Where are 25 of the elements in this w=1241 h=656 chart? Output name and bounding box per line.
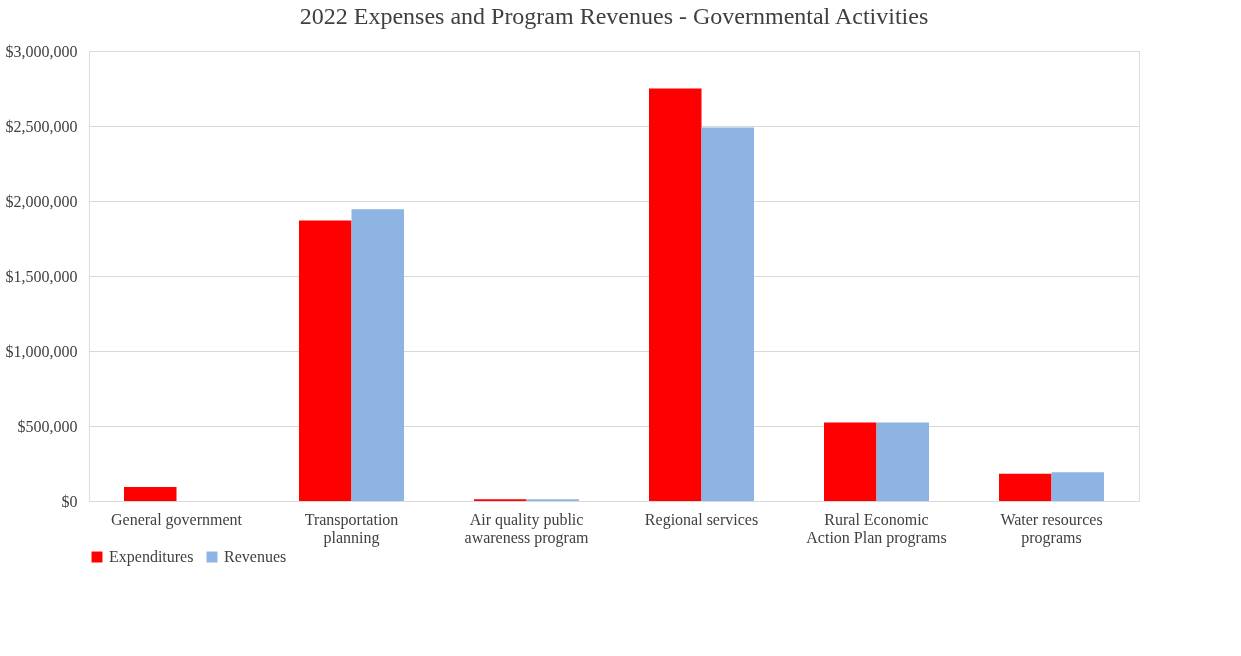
bar	[999, 473, 1052, 501]
x-tick-label: Water resources programs	[1000, 510, 1103, 547]
y-tick-label: $2,000,000	[5, 192, 78, 210]
bar	[701, 127, 754, 501]
x-tick-label: Regional services	[644, 510, 759, 529]
bar	[1051, 472, 1104, 501]
bar	[351, 209, 404, 501]
x-tick-label: Rural Economic Action Plan programs	[806, 510, 947, 547]
x-tick-label: General government	[110, 510, 243, 529]
y-tick-label: $1,500,000	[5, 267, 78, 285]
x-tick-label: Air quality public awareness program	[464, 510, 590, 547]
bar	[299, 220, 352, 501]
legend-label: Revenues	[224, 548, 287, 565]
bar	[876, 422, 929, 501]
x-tick-label: Transportation planning	[304, 510, 399, 547]
y-tick-label: $3,000,000	[5, 42, 78, 60]
chart-title: 2022 Expenses and Program Revenues - Governmental Activities	[299, 3, 929, 29]
y-tick-label: $0	[61, 492, 78, 510]
y-tick-label: $1,000,000	[5, 342, 78, 360]
bar	[824, 422, 877, 501]
bar	[649, 88, 702, 501]
y-tick-label: $2,500,000	[5, 117, 78, 135]
y-tick-label: $500,000	[17, 417, 78, 435]
legend-label: Expenditures	[109, 548, 194, 566]
bar	[124, 487, 177, 501]
